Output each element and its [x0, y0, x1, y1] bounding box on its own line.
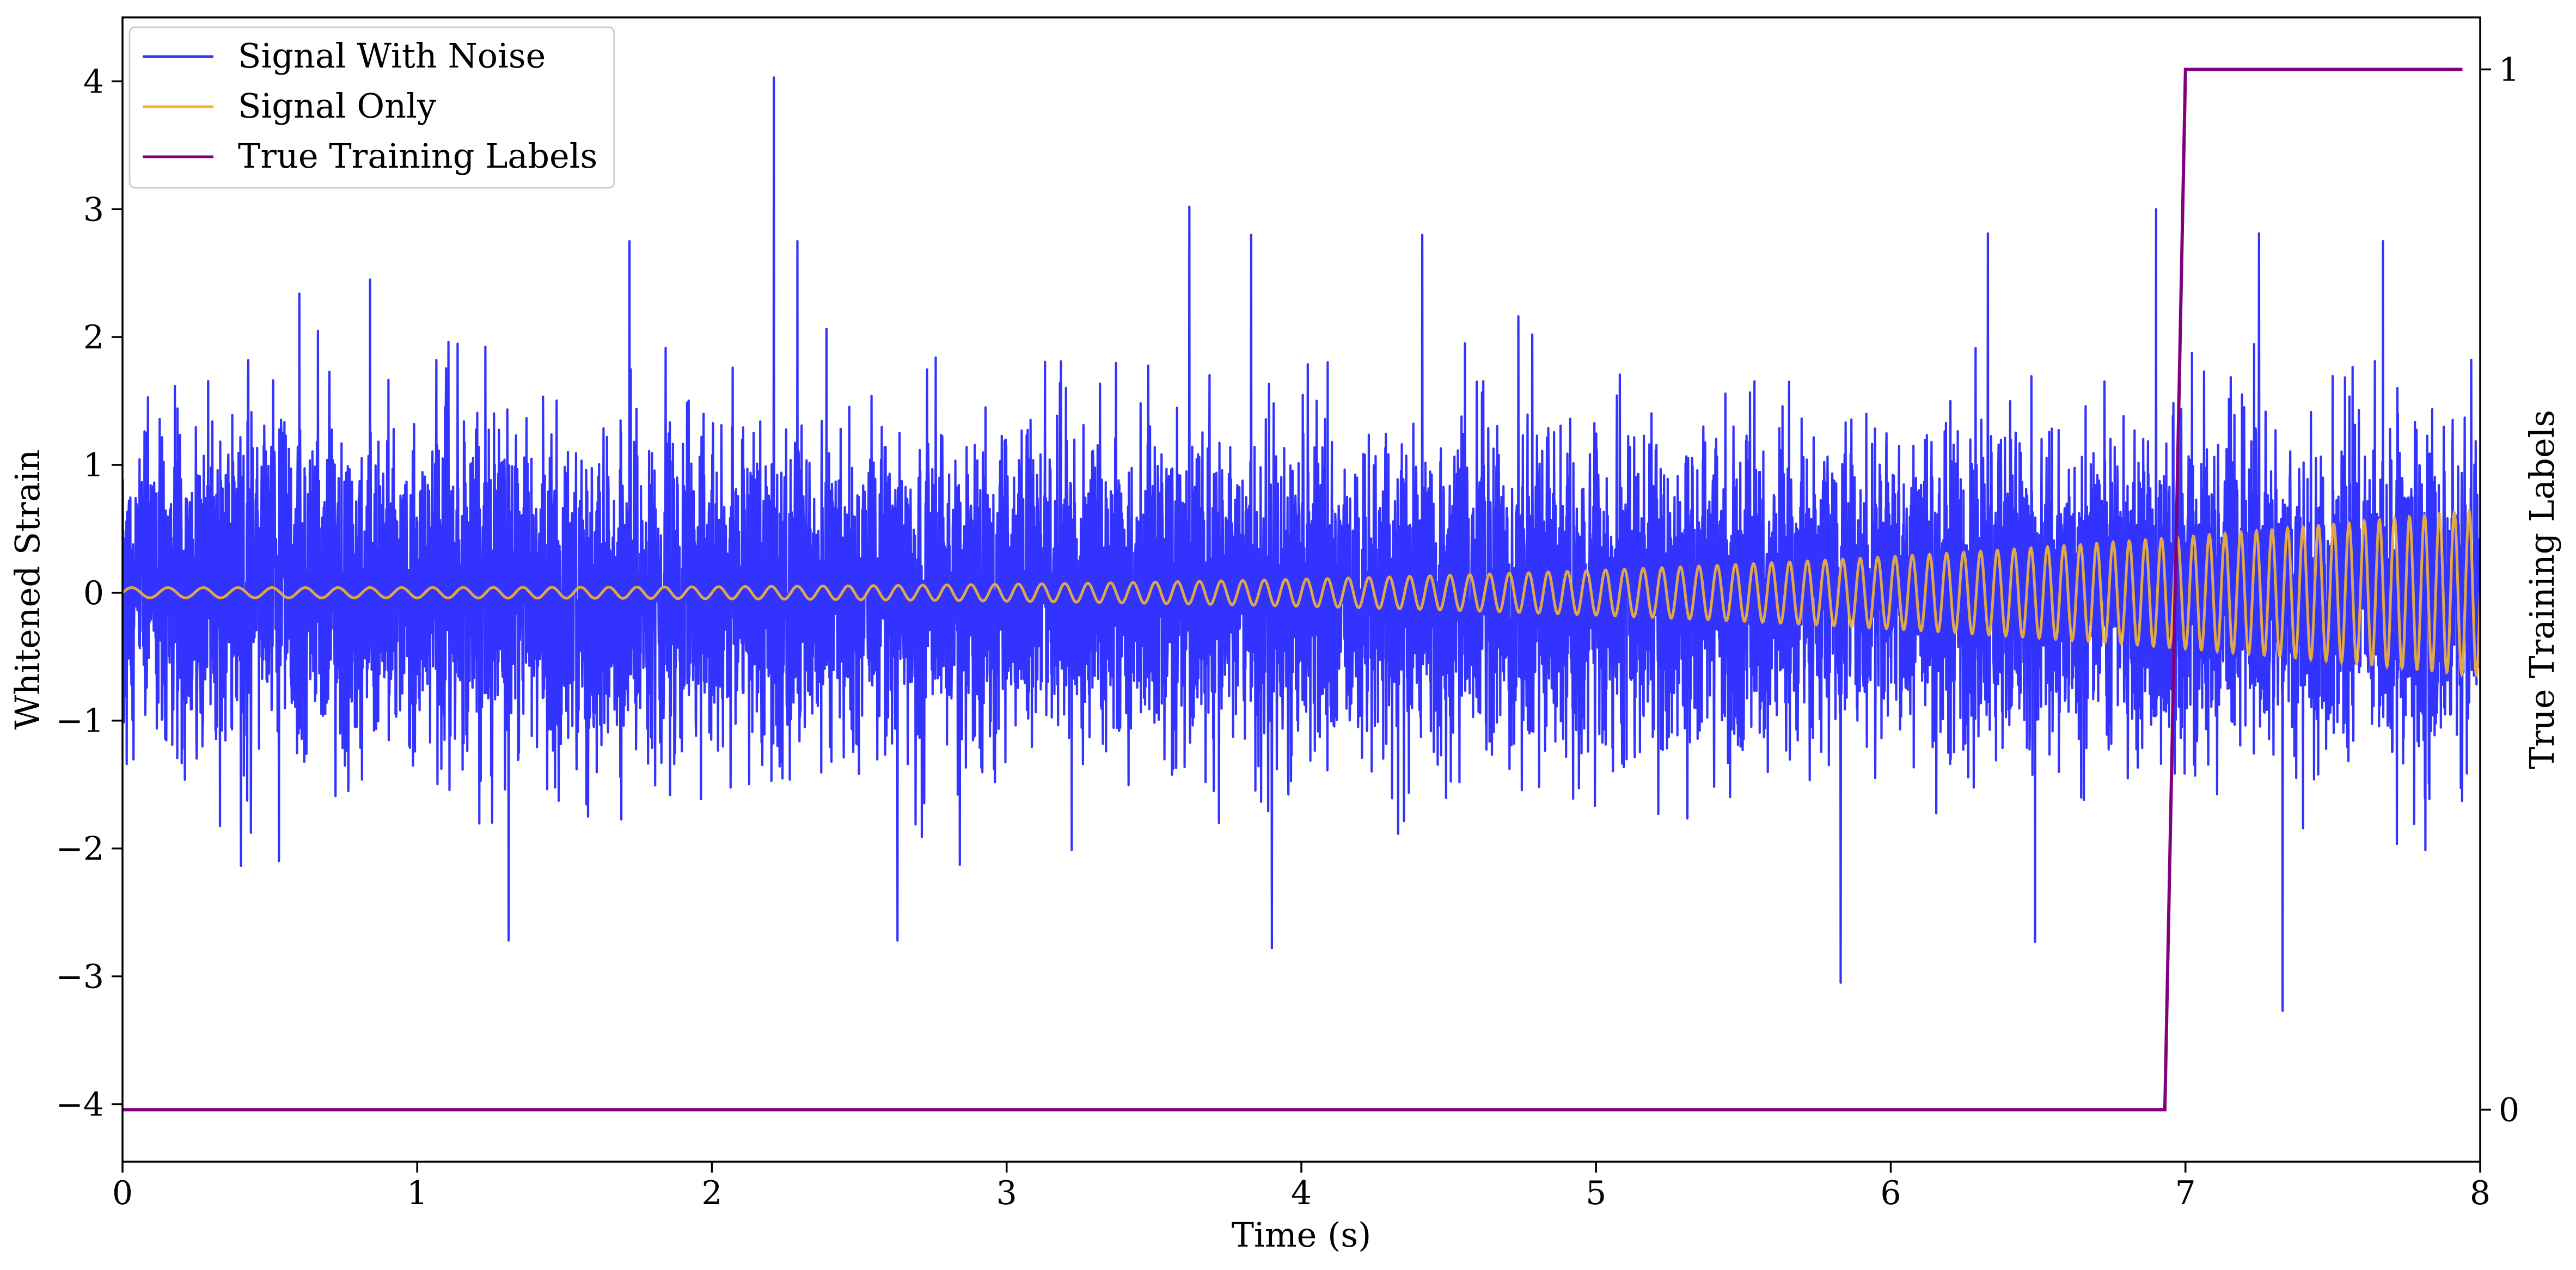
legend-label-true-training-labels: True Training Labels [238, 136, 597, 176]
y2-axis-ticks: 01 [2480, 51, 2519, 1129]
legend-entry-signal-only: Signal Only [143, 86, 436, 126]
y-tick-label: 3 [83, 191, 104, 229]
y2-tick-label: 1 [2499, 51, 2519, 89]
legend-label-signal-with-noise: Signal With Noise [238, 36, 546, 76]
y-tick-label: 4 [83, 63, 104, 101]
x-tick-label: 7 [2175, 1174, 2196, 1212]
x-tick-label: 3 [996, 1174, 1017, 1212]
legend-box [129, 26, 615, 189]
y-axis-ticks: −4 −3 −2 −1 0 1 2 3 4 [56, 63, 123, 1124]
legend-entry-signal-with-noise: Signal With Noise [143, 36, 546, 76]
y-tick-label: −1 [56, 702, 104, 740]
y-tick-label: −4 [56, 1085, 104, 1124]
legend-entry-true-training-labels: True Training Labels [143, 136, 597, 176]
x-tick-label: 6 [1880, 1174, 1901, 1212]
x-tick-label: 5 [1586, 1174, 1606, 1212]
plot-area [123, 68, 2480, 1112]
y2-tick-label: 0 [2499, 1091, 2519, 1129]
y-tick-label: −3 [56, 958, 104, 996]
x-tick-label: 8 [2470, 1174, 2491, 1212]
y-tick-label: 0 [83, 574, 104, 612]
x-tick-label: 0 [112, 1174, 133, 1212]
x-axis-ticks: 0 1 2 3 4 5 6 7 8 [112, 1162, 2491, 1212]
signal-with-noise-line [123, 76, 2480, 1012]
y-tick-label: 2 [83, 318, 104, 357]
x-tick-label: 4 [1291, 1174, 1312, 1212]
legend-label-signal-only: Signal Only [238, 86, 436, 126]
true-training-labels-line [123, 68, 2463, 1112]
legend: Signal With Noise Signal Only True Train… [129, 26, 615, 189]
x-tick-label: 1 [407, 1174, 427, 1212]
signal-only-line [123, 507, 2480, 678]
x-tick-label: 2 [701, 1174, 722, 1212]
x-axis-title: Time (s) [1232, 1215, 1372, 1255]
y-tick-label: −2 [56, 830, 104, 868]
y2-axis-title: True Training Labels [2522, 410, 2562, 769]
y-axis-title: Whitened Strain [8, 450, 47, 730]
y-tick-label: 1 [83, 446, 104, 484]
